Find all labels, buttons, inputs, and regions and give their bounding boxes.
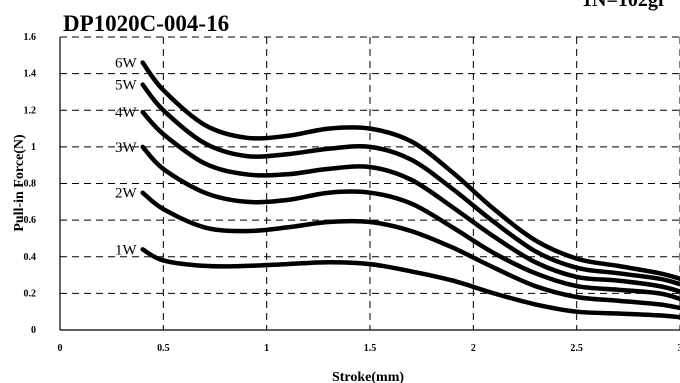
series-label-6W: 6W [115,56,138,72]
series-line-5W [140,82,680,287]
axes [59,37,680,331]
y-tick-label: 1.2 [24,105,37,116]
y-tick-label: 1.4 [24,69,37,80]
x-tick-labels: 0 0.5 1 1.5 2 2.5 3 [58,343,680,354]
y-tick-label: 0.6 [24,215,37,226]
series-label-4W: 4W [115,105,138,121]
series-line-4W [140,109,680,294]
y-tick-labels: 0 0.2 0.4 0.6 0.8 1 1.2 1.4 1.6 [24,32,37,336]
series-line-2W [140,190,680,311]
y-tick-label: 1.6 [24,32,37,43]
x-tick-label: 2 [471,343,476,354]
force-unit-note: 1N=102gf [582,0,665,11]
y-tick-label: 0.2 [24,288,37,299]
series-lines [140,60,680,320]
y-tick-label: 0.4 [24,252,37,263]
series-label-2W: 2W [115,186,138,202]
y-axis-label: Pull-in Force(N) [12,134,27,232]
x-axis-label: Stroke(mm) [332,370,404,383]
series-line-3W [140,144,680,302]
y-tick-label: 0 [31,325,36,336]
x-tick-label: 1.5 [364,343,377,354]
x-tick-label: 0.5 [157,343,170,354]
x-tick-label: 0 [58,343,63,354]
series-line-1W [140,247,680,320]
series-labels: 1W 2W 3W 4W 5W 6W [115,56,138,259]
x-tick-label: 3 [678,343,680,354]
series-label-3W: 3W [115,140,138,156]
x-tick-label: 2.5 [570,343,583,354]
y-tick-label: 1 [31,142,36,153]
series-label-1W: 1W [115,242,138,258]
y-tick-label: 0.8 [24,179,37,190]
series-line-6W [140,60,680,281]
chart-title: DP1020C-004-16 [63,11,229,36]
x-tick-label: 1 [264,343,269,354]
series-label-5W: 5W [115,78,138,94]
